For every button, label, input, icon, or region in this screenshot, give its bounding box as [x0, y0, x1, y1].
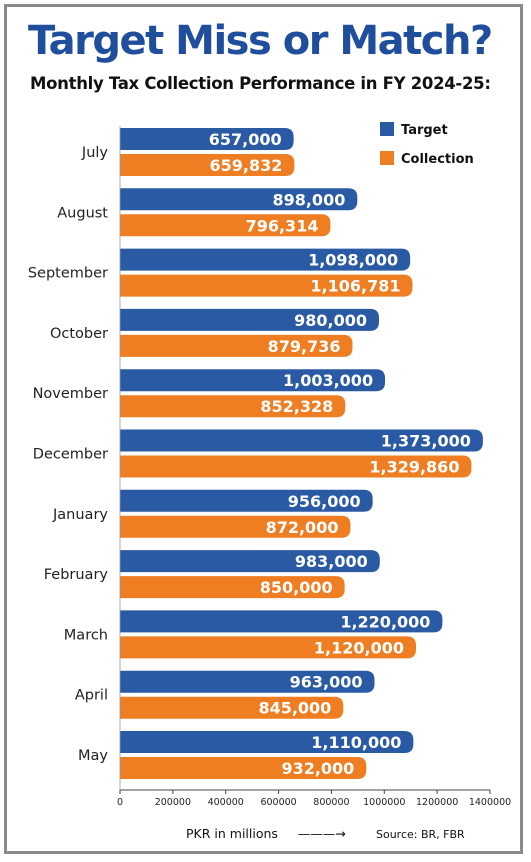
collection-bar	[120, 515, 351, 538]
source-note: Source: BR, FBR	[376, 828, 465, 841]
month-group: May 1,110,000 932,000	[78, 731, 414, 779]
collection-value-label: 1,106,781	[310, 277, 400, 296]
target-value-label: 657,000	[209, 130, 282, 149]
month-label: August	[57, 205, 108, 221]
month-group: April 963,000 845,000	[75, 670, 375, 719]
collection-bar	[120, 696, 344, 719]
month-label: November	[33, 386, 108, 402]
target-bar	[120, 550, 380, 573]
x-axis-label-text: PKR in millions	[186, 826, 278, 841]
month-group: December 1,373,000 1,329,860	[33, 429, 483, 478]
x-tick-label: 600000	[260, 797, 296, 808]
target-bar	[120, 610, 443, 633]
collection-value-label: 872,000	[266, 518, 339, 537]
month-group: January 956,000 872,000	[52, 489, 373, 538]
x-tick-label: 200000	[155, 797, 191, 808]
collection-value-label: 932,000	[281, 759, 354, 778]
x-tick-label: 400000	[208, 797, 244, 808]
collection-bar	[120, 274, 413, 297]
arrow-right-icon: ———→	[281, 826, 346, 841]
target-bar	[120, 369, 386, 392]
month-group: February 983,000 850,000	[44, 550, 380, 599]
collection-value-label: 659,832	[210, 156, 283, 175]
month-label: January	[52, 507, 108, 523]
target-value-label: 980,000	[294, 311, 367, 330]
chart-subtitle: Monthly Tax Collection Performance in FY…	[30, 74, 491, 93]
month-label: December	[33, 447, 108, 463]
x-tick-label: 1400000	[469, 797, 511, 808]
target-value-label: 963,000	[290, 673, 363, 692]
collection-bar	[120, 636, 416, 659]
legend-swatch	[380, 122, 394, 136]
month-label: March	[64, 627, 108, 643]
collection-bar	[120, 334, 353, 357]
target-value-label: 1,098,000	[308, 251, 398, 270]
legend-swatch	[380, 151, 394, 165]
month-label: July	[81, 145, 108, 161]
collection-value-label: 796,314	[246, 216, 319, 235]
month-group: September 1,098,000 1,106,781	[28, 248, 413, 297]
collection-value-label: 850,000	[260, 578, 333, 597]
target-bar	[120, 429, 483, 452]
target-bar	[120, 248, 411, 271]
month-label: May	[78, 748, 108, 764]
month-label: October	[50, 326, 108, 342]
collection-bar	[120, 395, 346, 418]
target-bar	[120, 489, 373, 512]
x-tick-label: 800000	[313, 797, 349, 808]
collection-bar	[120, 154, 295, 176]
month-group: October 980,000 879,736	[50, 308, 379, 357]
collection-value-label: 845,000	[258, 699, 331, 718]
legend-item: Target	[380, 122, 448, 138]
legend-label: Target	[401, 123, 448, 138]
collection-value-label: 852,328	[260, 397, 333, 416]
target-value-label: 956,000	[288, 492, 361, 511]
legend-item: Collection	[380, 151, 474, 167]
month-label: September	[28, 266, 108, 282]
collection-bar	[120, 576, 345, 599]
collection-value-label: 1,120,000	[314, 638, 404, 657]
chart-title: Target Miss or Match?	[28, 18, 493, 64]
month-group: August 898,000 796,314	[57, 188, 358, 237]
x-axis-label: PKR in millions ———→	[186, 826, 346, 841]
target-value-label: 983,000	[295, 552, 368, 571]
month-group: November 1,003,000 852,328	[33, 369, 386, 418]
collection-value-label: 879,736	[268, 337, 341, 356]
target-value-label: 1,220,000	[340, 612, 430, 631]
collection-value-label: 1,329,860	[369, 458, 459, 477]
target-value-label: 1,373,000	[381, 432, 471, 451]
target-bar	[120, 670, 375, 693]
collection-bar	[120, 214, 331, 237]
month-group: March 1,220,000 1,120,000	[64, 610, 443, 659]
month-label: February	[44, 567, 109, 583]
month-label: April	[75, 688, 108, 704]
x-tick-label: 1000000	[363, 797, 405, 808]
target-value-label: 1,110,000	[311, 733, 401, 752]
target-bar	[120, 128, 294, 150]
collection-bar	[120, 757, 367, 779]
x-tick-label: 0	[117, 797, 123, 808]
target-bar	[120, 308, 379, 331]
target-value-label: 1,003,000	[283, 371, 373, 390]
x-tick-label: 1200000	[416, 797, 458, 808]
target-value-label: 898,000	[272, 190, 345, 209]
collection-bar	[120, 455, 472, 478]
target-bar	[120, 731, 414, 753]
month-group: July 657,000 659,832	[81, 128, 295, 176]
legend-label: Collection	[401, 152, 474, 167]
target-bar	[120, 188, 358, 211]
